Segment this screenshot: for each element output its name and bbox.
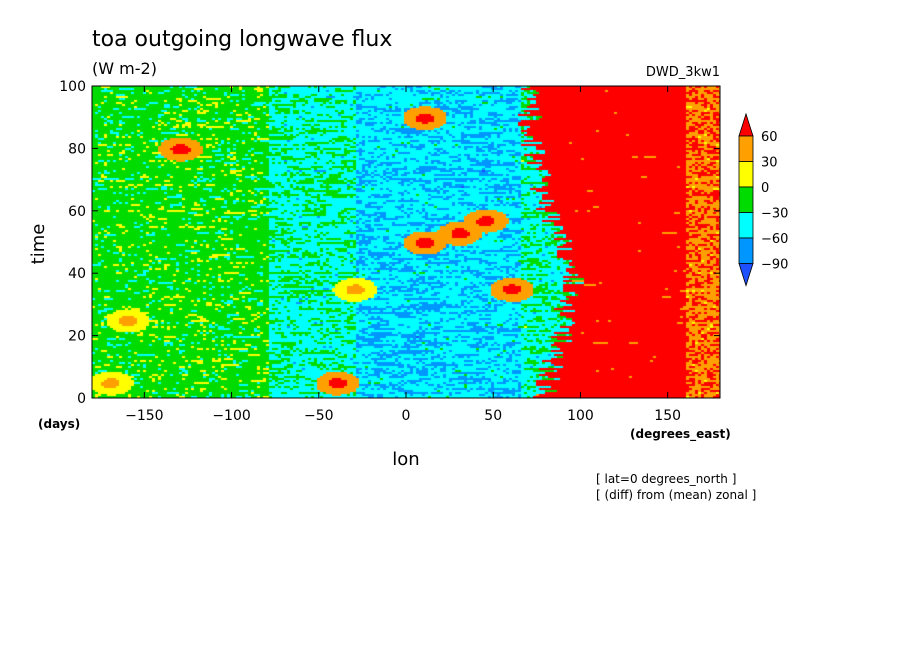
colorbar-extend-top bbox=[738, 112, 754, 137]
annotation-lat: [ lat=0 degrees_north ] bbox=[596, 472, 736, 486]
y-tick-label: 40 bbox=[68, 266, 86, 282]
y-tick-label: 20 bbox=[68, 329, 86, 345]
colorbar-segment bbox=[738, 161, 754, 188]
x-tick-label: 100 bbox=[567, 408, 594, 424]
colorbar-label: 30 bbox=[761, 156, 778, 171]
colorbar: 60 30 0 −30 −60 −90 bbox=[738, 112, 788, 287]
x-tick-label: −50 bbox=[304, 408, 334, 424]
colorbar-label: −60 bbox=[761, 232, 788, 247]
y-axis-label: time bbox=[28, 224, 49, 265]
x-units-label: (degrees_east) bbox=[630, 427, 731, 442]
colorbar-label: 0 bbox=[761, 181, 769, 196]
annotation-diff: [ (diff) from (mean) zonal ] bbox=[596, 488, 756, 502]
heatmap-image bbox=[92, 86, 720, 398]
chart-title: toa outgoing longwave flux bbox=[92, 27, 392, 52]
x-axis-label: lon bbox=[392, 449, 419, 470]
y-tick-label: 80 bbox=[68, 141, 86, 157]
y-tick-label: 60 bbox=[68, 204, 86, 220]
colorbar-extend-bottom bbox=[738, 263, 754, 287]
heatmap-plot-area bbox=[92, 86, 720, 398]
x-tick-label: −150 bbox=[125, 408, 163, 424]
colorbar-segment bbox=[738, 212, 754, 239]
x-tick-label: −100 bbox=[212, 408, 250, 424]
x-tick-label: 150 bbox=[654, 408, 681, 424]
y-tick-label: 100 bbox=[59, 79, 86, 95]
y-axis: 0 20 40 60 80 100 bbox=[59, 79, 720, 407]
colorbar-segment bbox=[738, 135, 754, 162]
colorbar-label: 60 bbox=[761, 130, 778, 145]
x-tick-label: 50 bbox=[484, 408, 502, 424]
colorbar-label: −30 bbox=[761, 207, 788, 222]
model-label: DWD_3kw1 bbox=[646, 65, 720, 80]
colorbar-label: −90 bbox=[761, 258, 788, 273]
x-axis: −150 −100 −50 0 50 100 150 bbox=[125, 86, 681, 424]
y-units-label: (days) bbox=[38, 417, 80, 431]
y-tick-label: 0 bbox=[77, 391, 86, 407]
chart-units: (W m-2) bbox=[92, 59, 157, 78]
x-tick-label: 0 bbox=[402, 408, 411, 424]
colorbar-segment bbox=[738, 237, 754, 264]
colorbar-segment bbox=[738, 186, 754, 213]
